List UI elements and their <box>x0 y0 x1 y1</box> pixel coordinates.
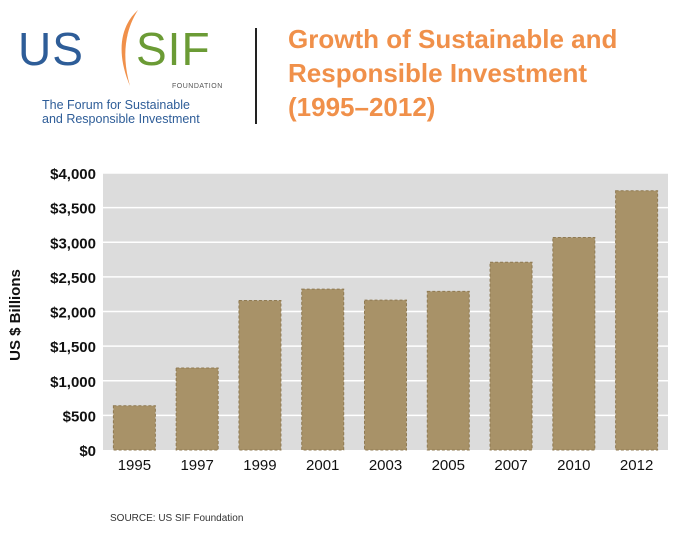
y-axis-label: US $ Billions <box>7 269 24 361</box>
y-tick-label: $0 <box>79 443 96 460</box>
bar-2003 <box>364 299 407 451</box>
title-line-2: Responsible Investment <box>288 58 588 88</box>
y-tick-label: $4,000 <box>50 166 96 183</box>
tagline-line-1: The Forum for Sustainable <box>42 98 190 112</box>
y-tick-label: $500 <box>63 408 96 425</box>
y-tick-label: $1,500 <box>50 339 96 356</box>
y-tick-label: $1,000 <box>50 374 96 391</box>
x-tick-label: 1997 <box>180 457 213 474</box>
bar-chart: $0 $500 $1,000 $1,500 $2,000 $2,500 $3,000 $3,5… <box>7 166 668 474</box>
title-line-1: Growth of Sustainable and <box>288 24 618 54</box>
x-tick-label: 2005 <box>432 457 465 474</box>
bar-1997 <box>175 367 219 451</box>
source-note: SOURCE: US SIF Foundation <box>110 513 244 524</box>
bar-1999 <box>238 299 282 451</box>
chart-title: Growth of Sustainable and Responsible In… <box>288 22 678 124</box>
bar-2005 <box>426 290 470 451</box>
tagline-line-2: and Responsible Investment <box>42 112 200 126</box>
title-line-3: (1995–2012) <box>288 92 436 122</box>
logo-tagline: The Forum for Sustainable and Responsibl… <box>42 98 242 126</box>
bar-2010 <box>552 236 596 451</box>
x-tick-label: 1995 <box>118 457 151 474</box>
bar-2001 <box>301 288 345 451</box>
y-tick-label: $2,500 <box>50 270 96 287</box>
y-tick-label: $2,000 <box>50 305 96 322</box>
x-tick-label: 2007 <box>494 457 527 474</box>
x-tick-label: 1999 <box>243 457 276 474</box>
y-tick-label: $3,500 <box>50 201 96 218</box>
logo-sif-text: SIF <box>136 23 211 75</box>
x-tick-label: 2003 <box>369 457 402 474</box>
swoosh-icon <box>121 10 138 86</box>
bar-1995 <box>112 405 156 451</box>
x-tick-label: 2012 <box>620 457 653 474</box>
us-sif-logo: US SIF FOUNDATION The Forum for Sustaina… <box>18 8 228 128</box>
x-tick-label: 2010 <box>557 457 590 474</box>
logo-foundation-text: FOUNDATION <box>172 83 223 90</box>
header-divider <box>255 28 257 124</box>
bar-2012 <box>615 190 659 451</box>
x-tick-label: 2001 <box>306 457 339 474</box>
bar-2007 <box>489 261 533 451</box>
logo-us-text: US <box>18 23 84 75</box>
y-tick-label: $3,000 <box>50 235 96 252</box>
